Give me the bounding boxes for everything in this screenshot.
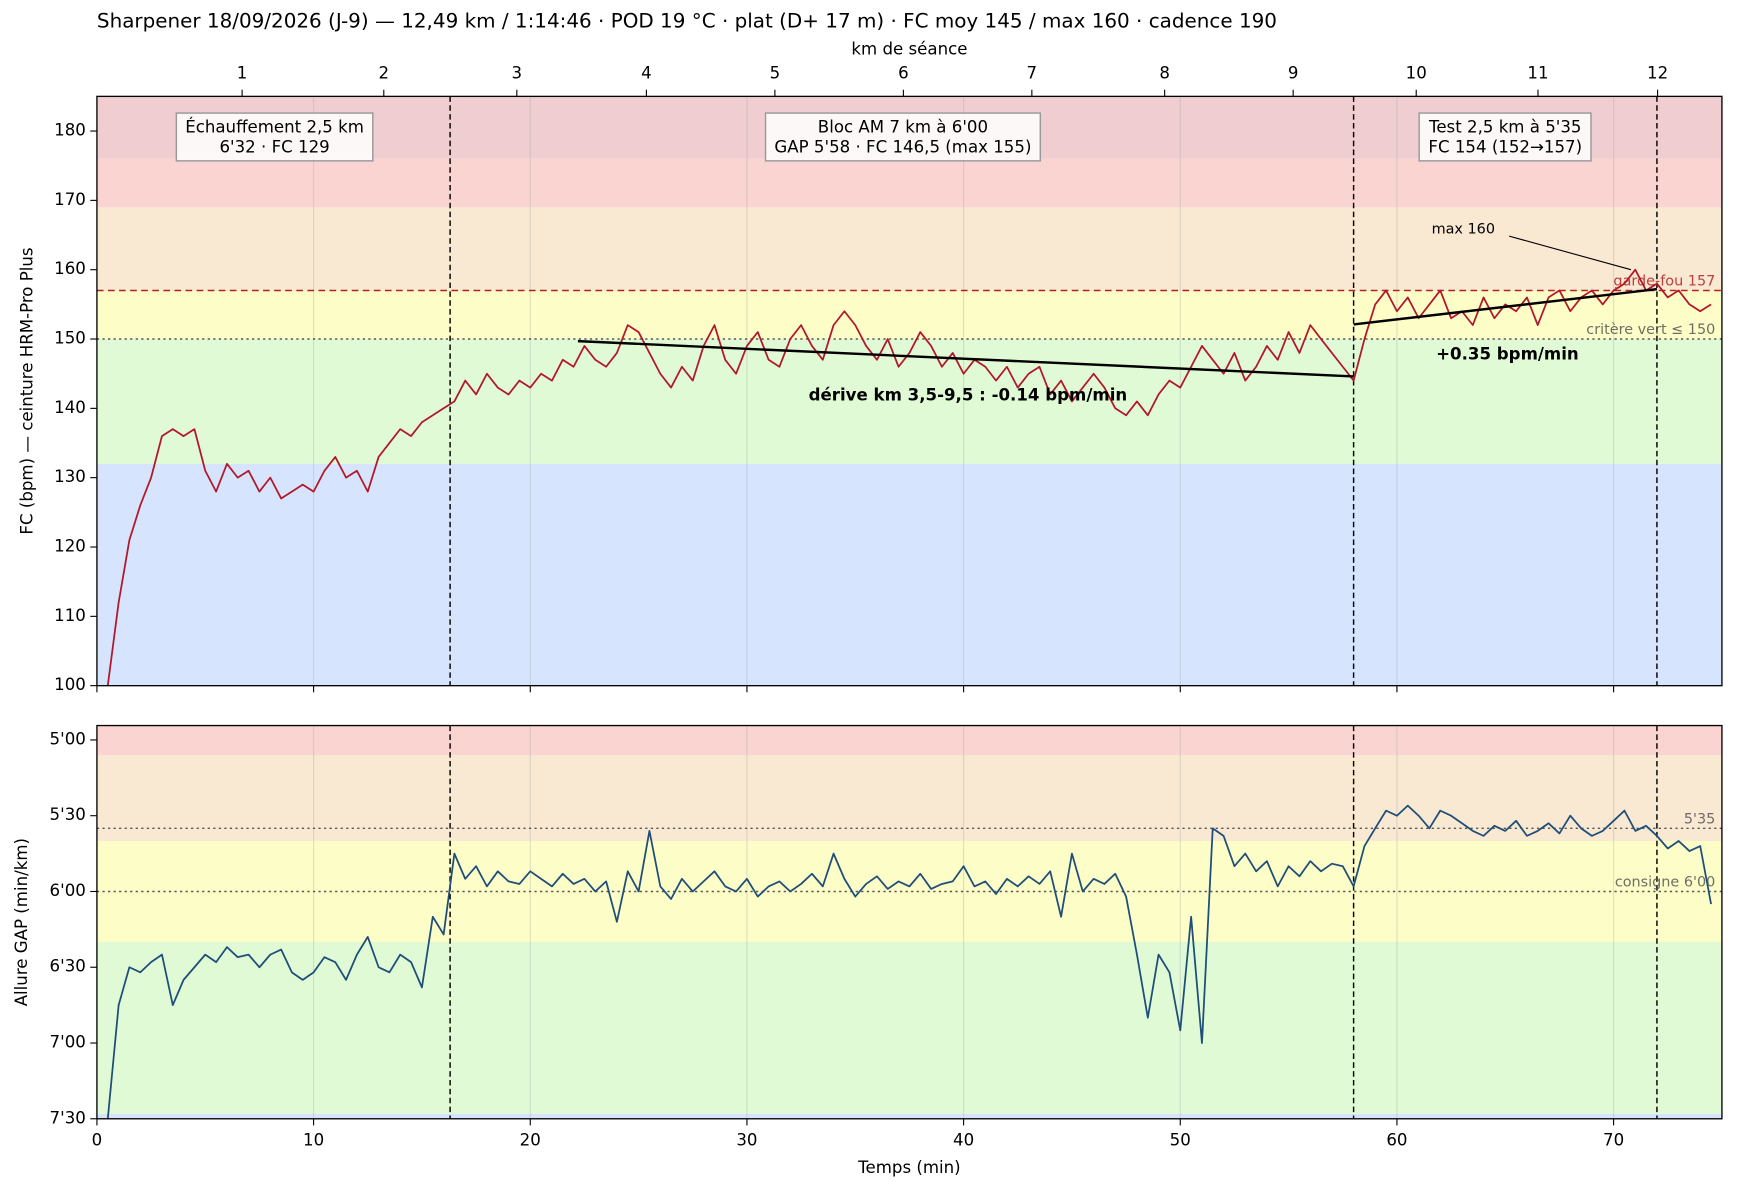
zone-band: [96, 463, 1722, 686]
y-tick-label: 110: [54, 606, 86, 625]
y-tick-label: 6'30: [50, 957, 86, 976]
x2-tick-label: 12: [1647, 64, 1668, 83]
x2-tick-label: 8: [1159, 64, 1170, 83]
x2-tick-label: 7: [1027, 64, 1038, 83]
y-tick-label: 170: [54, 190, 86, 209]
y-tick-label: 180: [54, 121, 86, 140]
x-tick-label: 40: [953, 1130, 974, 1149]
plot-frame: [96, 724, 1723, 1120]
x-axis-label: Temps (min): [857, 1158, 960, 1177]
plot-area: [96, 725, 1722, 1119]
reference-label: critère vert ≤ 150: [1586, 322, 1715, 338]
figure-title: Sharpener 18/09/2026 (J-9) — 12,49 km / …: [97, 10, 1277, 33]
plot-frame: [96, 95, 1723, 687]
y-tick-label: 5'00: [50, 729, 86, 748]
annotation-box: [1418, 112, 1592, 162]
y-tick-label: 100: [54, 675, 86, 694]
x-tick-label: 70: [1603, 1130, 1624, 1149]
annotation-line: Bloc AM 7 km à 6'00: [818, 117, 988, 136]
zone-band: [96, 339, 1722, 464]
x2-tick-label: 11: [1527, 64, 1548, 83]
x-tick-label: 30: [736, 1130, 757, 1149]
data-line: [106, 268, 1712, 686]
zone-band: [96, 725, 1722, 756]
zone-band: [96, 207, 1722, 291]
x2-tick-label: 1: [237, 64, 248, 83]
annotation-line: FC 154 (152→157): [1428, 137, 1582, 156]
y-tick-label: 6'00: [50, 881, 86, 900]
zone-band: [96, 158, 1722, 208]
x2-tick-label: 3: [512, 64, 523, 83]
y-tick-label: 130: [54, 467, 86, 486]
y-axis-label: FC (bpm) — ceinture HRM-Pro Plus: [18, 247, 37, 534]
zone-band: [96, 290, 1722, 340]
reference-label: consigne 6'00: [1615, 875, 1715, 891]
x-tick-label: 50: [1170, 1130, 1191, 1149]
x2-tick-label: 9: [1288, 64, 1299, 83]
annotation-line: Test 2,5 km à 5'35: [1428, 117, 1582, 136]
trend-label: dérive km 3,5-9,5 : -0.14 bpm/min: [809, 385, 1128, 404]
x2-tick-label: 2: [379, 64, 390, 83]
data-line: [106, 804, 1712, 1119]
trend-line: [577, 339, 1354, 378]
trend-label: +0.35 bpm/min: [1436, 344, 1579, 363]
y-axis-label: Allure GAP (min/km): [12, 838, 31, 1006]
y-tick-label: 7'00: [50, 1033, 86, 1052]
zone-band: [96, 840, 1722, 942]
x2-tick-label: 4: [641, 64, 652, 83]
y-tick-label: 140: [54, 398, 86, 417]
x2-axis-label: km de séance: [851, 39, 967, 58]
zone-band: [96, 755, 1722, 841]
annotation-box: [175, 112, 374, 162]
y-tick-label: 5'30: [50, 805, 86, 824]
x2-tick-label: 5: [770, 64, 781, 83]
x2-tick-label: 6: [898, 64, 909, 83]
annotation-line: Échauffement 2,5 km: [185, 117, 364, 136]
x-tick-label: 20: [520, 1130, 541, 1149]
annotation-text: max 160: [1432, 221, 1495, 237]
annotation-arrow: [1508, 235, 1632, 271]
trend-line: [1353, 287, 1658, 326]
reference-label: garde-fou 157: [1613, 274, 1715, 290]
y-tick-label: 150: [54, 329, 86, 348]
reference-label: 5'35: [1684, 811, 1715, 827]
y-tick-label: 7'30: [50, 1108, 86, 1127]
annotation-line: GAP 5'58 · FC 146,5 (max 155): [774, 137, 1031, 156]
x-tick-label: 0: [92, 1130, 103, 1149]
x2-tick-label: 10: [1406, 64, 1427, 83]
annotation-box: [764, 112, 1042, 162]
x-tick-label: 10: [303, 1130, 324, 1149]
annotation-line: 6'32 · FC 129: [219, 137, 329, 156]
y-tick-label: 120: [54, 537, 86, 556]
x-tick-label: 60: [1386, 1130, 1407, 1149]
zone-band: [96, 941, 1722, 1114]
zone-band: [96, 1113, 1722, 1119]
y-tick-label: 160: [54, 259, 86, 278]
